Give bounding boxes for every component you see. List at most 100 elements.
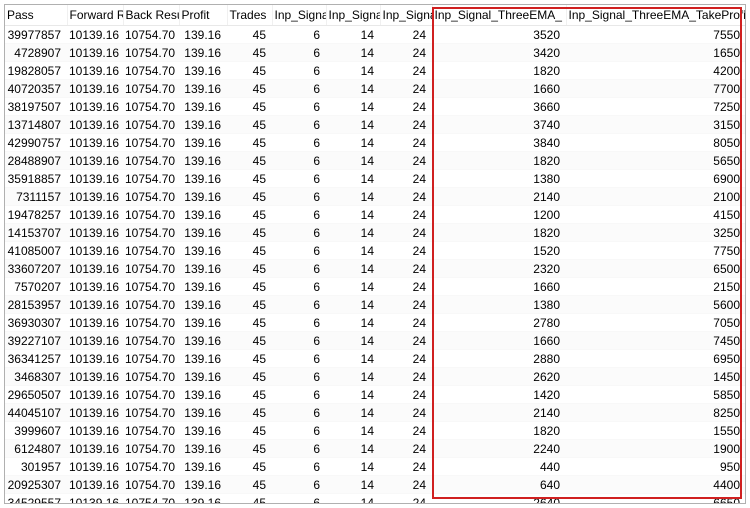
column-header-ema[interactable]: Inp_Signal_ThreeEMA_ (432, 5, 566, 26)
cell-fwd: 10139.16 (67, 170, 123, 188)
table-row[interactable]: 4299075710139.1610754.70139.164561424384… (5, 134, 746, 152)
cell-fwd: 10139.16 (67, 386, 123, 404)
table-row[interactable]: 4108500710139.1610754.70139.164561424152… (5, 242, 746, 260)
column-header-sig1[interactable]: Inp_Signa (272, 5, 326, 26)
cell-profit: 139.16 (179, 134, 227, 152)
cell-sig1: 6 (272, 170, 326, 188)
cell-profit: 139.16 (179, 170, 227, 188)
column-header-profit[interactable]: Profit (179, 5, 227, 26)
table-row[interactable]: 4072035710139.1610754.70139.164561424166… (5, 80, 746, 98)
column-header-back[interactable]: Back Resu (123, 5, 179, 26)
cell-sig2: 14 (326, 170, 380, 188)
cell-tp: 4400 (566, 476, 746, 494)
cell-back: 10754.70 (123, 26, 179, 44)
cell-sig3: 24 (380, 152, 432, 170)
column-header-tp[interactable]: Inp_Signal_ThreeEMA_TakeProfit (566, 5, 746, 26)
cell-sig3: 24 (380, 26, 432, 44)
cell-sig1: 6 (272, 296, 326, 314)
cell-sig2: 14 (326, 350, 380, 368)
table-row[interactable]: 3922710710139.1610754.70139.164561424166… (5, 332, 746, 350)
cell-sig1: 6 (272, 152, 326, 170)
table-row[interactable]: 3693030710139.1610754.70139.164561424278… (5, 314, 746, 332)
cell-trades: 45 (227, 98, 272, 116)
table-row[interactable]: 2848890710139.1610754.70139.164561424182… (5, 152, 746, 170)
cell-ema: 2140 (432, 188, 566, 206)
column-header-pass[interactable]: Pass (5, 5, 67, 26)
table-row[interactable]: 731115710139.1610754.70139.1645614242140… (5, 188, 746, 206)
cell-profit: 139.16 (179, 440, 227, 458)
cell-tp: 6650 (566, 494, 746, 505)
column-header-trades[interactable]: Trades (227, 5, 272, 26)
cell-pass: 4728907 (5, 44, 67, 62)
cell-trades: 45 (227, 314, 272, 332)
table-row[interactable]: 4404510710139.1610754.70139.164561424214… (5, 404, 746, 422)
cell-trades: 45 (227, 242, 272, 260)
cell-profit: 139.16 (179, 98, 227, 116)
table-row[interactable]: 30195710139.1610754.70139.16456142444095… (5, 458, 746, 476)
cell-tp: 4150 (566, 206, 746, 224)
column-header-sig2[interactable]: Inp_Signa (326, 5, 380, 26)
table-row[interactable]: 1371480710139.1610754.70139.164561424374… (5, 116, 746, 134)
cell-sig3: 24 (380, 116, 432, 134)
cell-trades: 45 (227, 188, 272, 206)
table-row[interactable]: 3360720710139.1610754.70139.164561424232… (5, 260, 746, 278)
cell-fwd: 10139.16 (67, 44, 123, 62)
cell-sig2: 14 (326, 404, 380, 422)
table-row[interactable]: 346830710139.1610754.70139.1645614242620… (5, 368, 746, 386)
table-row[interactable]: 1947825710139.1610754.70139.164561424120… (5, 206, 746, 224)
cell-profit: 139.16 (179, 62, 227, 80)
cell-sig1: 6 (272, 350, 326, 368)
cell-sig2: 14 (326, 62, 380, 80)
table-row[interactable]: 3997785710139.1610754.70139.164561424352… (5, 26, 746, 44)
cell-ema: 3420 (432, 44, 566, 62)
cell-sig3: 24 (380, 44, 432, 62)
cell-profit: 139.16 (179, 404, 227, 422)
table-row[interactable]: 1982805710139.1610754.70139.164561424182… (5, 62, 746, 80)
cell-trades: 45 (227, 152, 272, 170)
cell-sig2: 14 (326, 152, 380, 170)
cell-sig2: 14 (326, 242, 380, 260)
cell-sig3: 24 (380, 350, 432, 368)
cell-fwd: 10139.16 (67, 494, 123, 505)
cell-profit: 139.16 (179, 206, 227, 224)
table-row[interactable]: 3452955710139.1610754.70139.164561424264… (5, 494, 746, 505)
cell-pass: 36930307 (5, 314, 67, 332)
table-row[interactable]: 612480710139.1610754.70139.1645614242240… (5, 440, 746, 458)
table-row[interactable]: 757020710139.1610754.70139.1645614241660… (5, 278, 746, 296)
cell-profit: 139.16 (179, 314, 227, 332)
cell-sig1: 6 (272, 80, 326, 98)
cell-trades: 45 (227, 386, 272, 404)
table-row[interactable]: 3634125710139.1610754.70139.164561424288… (5, 350, 746, 368)
cell-sig1: 6 (272, 404, 326, 422)
table-row[interactable]: 1415370710139.1610754.70139.164561424182… (5, 224, 746, 242)
cell-sig2: 14 (326, 188, 380, 206)
cell-ema: 1660 (432, 80, 566, 98)
table-row[interactable]: 399960710139.1610754.70139.1645614241820… (5, 422, 746, 440)
table-row[interactable]: 3591885710139.1610754.70139.164561424138… (5, 170, 746, 188)
table-row[interactable]: 2965050710139.1610754.70139.164561424142… (5, 386, 746, 404)
column-header-sig3[interactable]: Inp_Signa (380, 5, 432, 26)
cell-pass: 3999607 (5, 422, 67, 440)
cell-pass: 19828057 (5, 62, 67, 80)
cell-back: 10754.70 (123, 134, 179, 152)
cell-trades: 45 (227, 440, 272, 458)
cell-sig3: 24 (380, 404, 432, 422)
cell-trades: 45 (227, 170, 272, 188)
cell-ema: 1420 (432, 386, 566, 404)
table-row[interactable]: 2815395710139.1610754.70139.164561424138… (5, 296, 746, 314)
column-header-fwd[interactable]: Forward R (67, 5, 123, 26)
cell-trades: 45 (227, 296, 272, 314)
cell-back: 10754.70 (123, 152, 179, 170)
cell-tp: 7250 (566, 98, 746, 116)
cell-trades: 45 (227, 260, 272, 278)
cell-back: 10754.70 (123, 422, 179, 440)
cell-trades: 45 (227, 224, 272, 242)
cell-sig2: 14 (326, 296, 380, 314)
cell-sig1: 6 (272, 98, 326, 116)
table-row[interactable]: 2092530710139.1610754.70139.164561424640… (5, 476, 746, 494)
table-row[interactable]: 3819750710139.1610754.70139.164561424366… (5, 98, 746, 116)
cell-fwd: 10139.16 (67, 98, 123, 116)
table-row[interactable]: 472890710139.1610754.70139.1645614243420… (5, 44, 746, 62)
cell-sig3: 24 (380, 278, 432, 296)
table-header: PassForward RBack ResuProfitTradesInp_Si… (5, 5, 746, 26)
